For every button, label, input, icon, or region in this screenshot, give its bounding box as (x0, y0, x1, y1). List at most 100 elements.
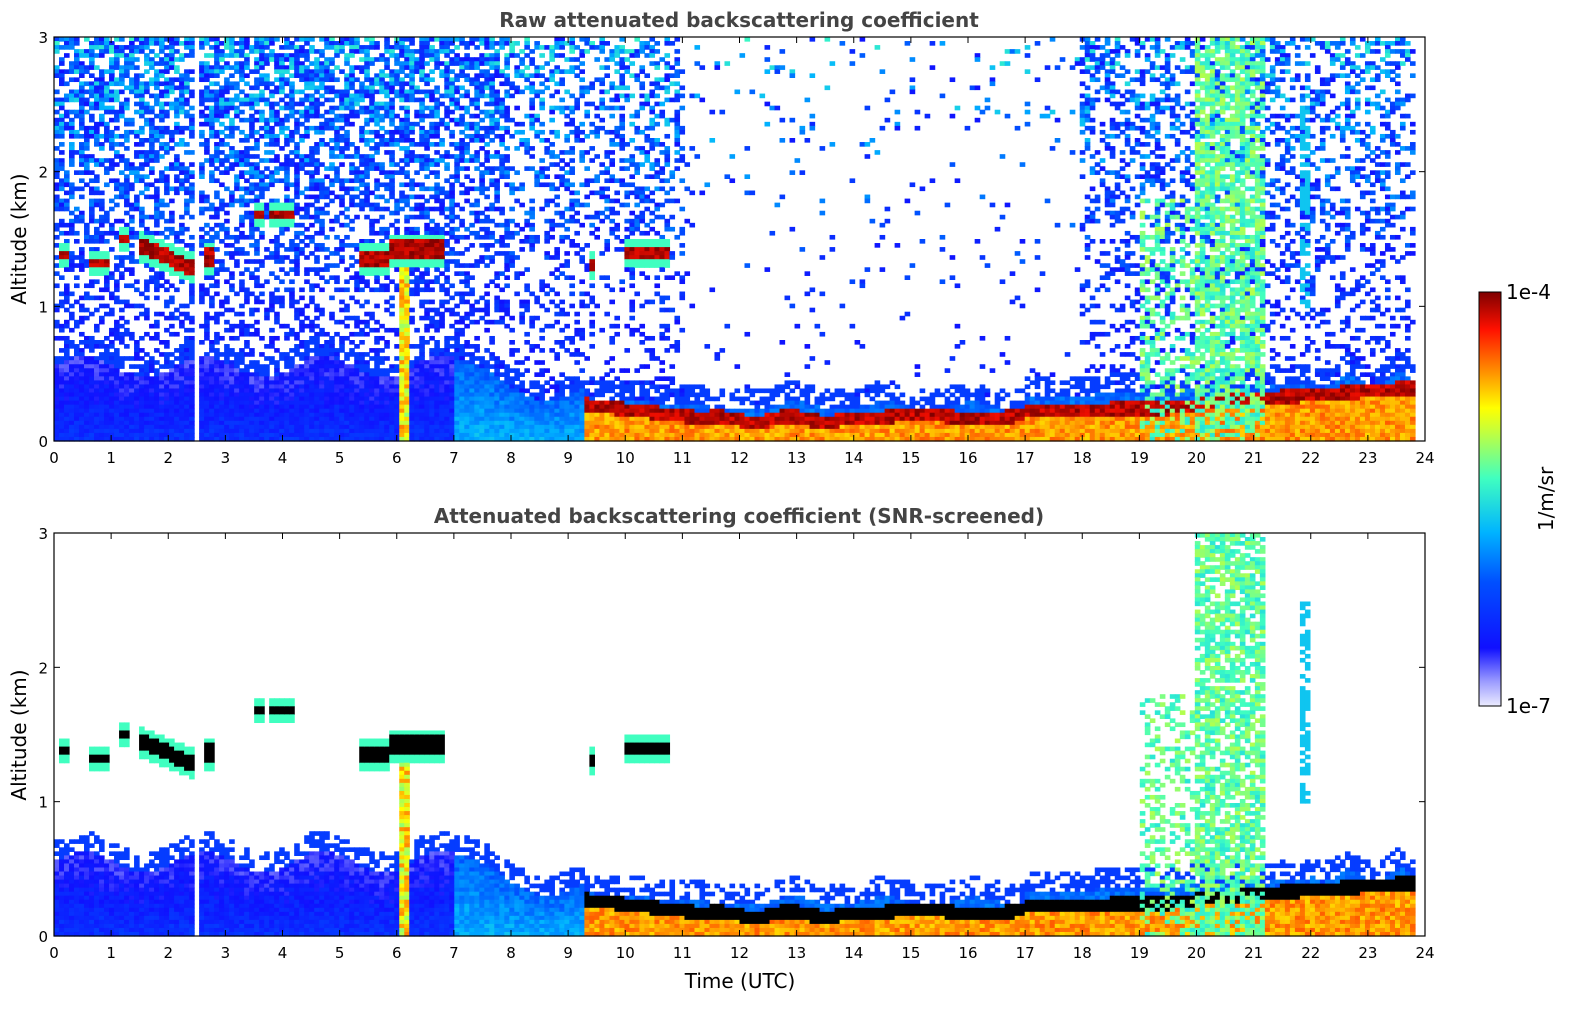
heatmap-cell (414, 384, 420, 390)
heatmap-cell (169, 45, 175, 50)
heatmap-cell (199, 109, 205, 115)
heatmap-cell (204, 376, 210, 381)
heatmap-cell (454, 380, 460, 386)
heatmap-cell (444, 400, 450, 406)
heatmap-cell (114, 194, 120, 200)
heatmap-cell (124, 356, 130, 361)
heatmap-cell (129, 267, 135, 272)
heatmap-cell (434, 158, 440, 163)
heatmap-cell (414, 206, 420, 212)
heatmap-cell (349, 348, 355, 357)
heatmap-cell (184, 259, 190, 264)
heatmap-cell (359, 255, 365, 260)
heatmap-cell (349, 202, 355, 208)
heatmap-cell (349, 166, 355, 171)
heatmap-cell (384, 65, 390, 70)
heatmap-cell (299, 432, 305, 438)
heatmap-cell (219, 267, 225, 272)
heatmap-cell (429, 323, 435, 329)
heatmap-cell (299, 416, 305, 422)
heatmap-cell (389, 174, 395, 179)
heatmap-cell (104, 372, 110, 377)
heatmap-cell (79, 194, 85, 200)
heatmap-cell (99, 97, 105, 103)
heatmap-cell (254, 41, 260, 46)
heatmap-cell (124, 255, 130, 260)
heatmap-cell (434, 65, 440, 70)
heatmap-cell (219, 412, 225, 418)
heatmap-cell (394, 259, 400, 268)
heatmap-cell (264, 85, 270, 91)
heatmap-cell (444, 267, 450, 272)
heatmap-cell (94, 368, 100, 373)
heatmap-cell (324, 89, 330, 95)
heatmap-cell (274, 408, 280, 414)
heatmap-cell (319, 247, 325, 252)
heatmap-cell (284, 101, 290, 107)
heatmap-cell (54, 73, 60, 78)
heatmap-cell (164, 142, 170, 147)
heatmap-cell (224, 226, 230, 232)
heatmap-cell (279, 400, 285, 406)
heatmap-cell (104, 109, 110, 115)
heatmap-cell (204, 239, 210, 244)
heatmap-cell (84, 166, 90, 171)
heatmap-cell (414, 259, 420, 268)
heatmap-cell (454, 142, 460, 147)
heatmap-cell (79, 85, 85, 91)
heatmap-cell (344, 303, 350, 309)
heatmap-cell (214, 412, 220, 418)
heatmap-cell (294, 307, 300, 313)
heatmap-cell (124, 384, 130, 390)
heatmap-cell (174, 259, 180, 264)
heatmap-cell (314, 420, 320, 426)
heatmap-cell (359, 380, 365, 386)
heatmap-cell (324, 408, 330, 414)
heatmap-cell (399, 125, 405, 131)
heatmap-cell (274, 198, 280, 204)
heatmap-cell (269, 150, 275, 155)
heatmap-cell (389, 73, 395, 78)
heatmap-cell (289, 259, 295, 264)
heatmap-cell (224, 376, 230, 381)
heatmap-cell (434, 239, 440, 244)
heatmap-cell (104, 364, 110, 369)
heatmap-cell (249, 49, 255, 54)
heatmap-cell (139, 400, 145, 406)
heatmap-cell (439, 323, 445, 329)
heatmap-cell (109, 340, 115, 345)
heatmap-cell (204, 364, 210, 369)
heatmap-cell (209, 81, 215, 87)
heatmap-cell (214, 45, 220, 50)
heatmap-cell (254, 198, 260, 204)
heatmap-cell (384, 85, 390, 91)
heatmap-cell (419, 133, 425, 139)
heatmap-cell (344, 243, 350, 248)
heatmap-cell (234, 97, 240, 103)
heatmap-cell (259, 416, 265, 422)
heatmap-cell (249, 331, 255, 337)
heatmap-cell (319, 61, 325, 66)
heatmap-cell (209, 396, 215, 402)
heatmap-cell (174, 142, 180, 147)
heatmap-cell (364, 396, 370, 402)
heatmap-cell (124, 416, 130, 422)
heatmap-cell (109, 109, 115, 115)
heatmap-cell (89, 57, 95, 62)
heatmap-cell (159, 259, 165, 264)
heatmap-cell (419, 412, 425, 418)
heatmap-cell (429, 287, 435, 293)
heatmap-cell (144, 388, 150, 394)
heatmap-cell (114, 424, 120, 430)
heatmap-cell (339, 380, 345, 386)
heatmap-cell (94, 138, 100, 143)
heatmap-cell (279, 295, 285, 301)
heatmap-cell (134, 348, 140, 353)
heatmap-cell (109, 360, 115, 365)
heatmap-cell (204, 150, 210, 155)
heatmap-cell (389, 138, 395, 143)
heatmap-cell (259, 202, 265, 212)
heatmap-cell (419, 142, 425, 147)
heatmap-cell (89, 412, 95, 418)
heatmap-cell (419, 53, 425, 58)
